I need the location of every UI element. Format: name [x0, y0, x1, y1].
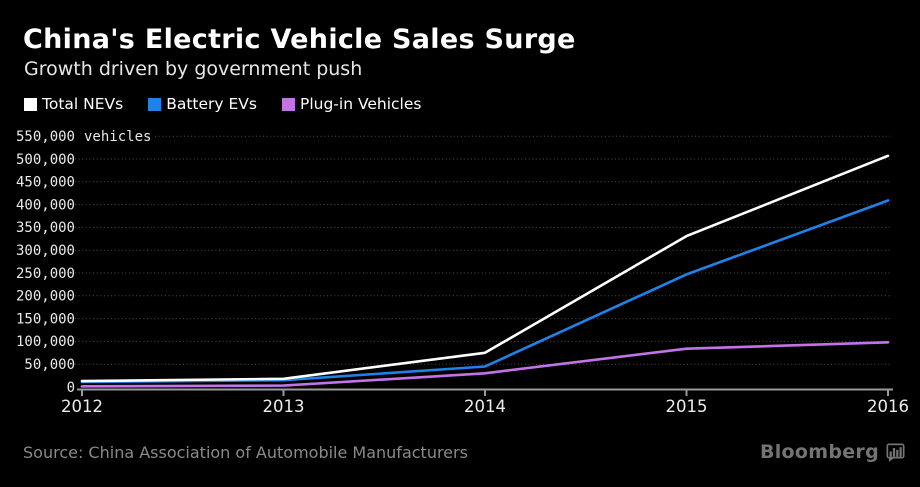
source-text: Source: China Association of Automobile … [23, 443, 468, 462]
legend-item-battery-evs: Battery EVs [148, 94, 257, 114]
y-axis-tick-label: 250,000 [16, 266, 75, 282]
legend-item-plug-in-vehicles: Plug-in Vehicles [281, 94, 422, 114]
y-axis-tick-label: 0 [67, 380, 75, 396]
legend-label: Total NEVs [42, 95, 124, 113]
x-axis-tick-label: 2014 [464, 397, 506, 416]
x-axis-tick-label: 2013 [263, 397, 305, 416]
legend-swatch [24, 97, 37, 111]
bloomberg-wordmark: Bloomberg [759, 441, 879, 463]
y-axis-tick-label: 50,000 [24, 357, 75, 373]
x-axis-tick-label: 2015 [666, 397, 708, 416]
y-axis-tick-label: 100,000 [16, 334, 75, 350]
y-axis-tick-label: 450,000 [16, 175, 75, 191]
bloomberg-logo: Bloomberg [760, 441, 905, 463]
y-axis-tick-label: 550,000 [16, 129, 75, 145]
bloomberg-terminal-icon [886, 443, 905, 462]
y-axis-tick-label: 350,000 [16, 220, 75, 236]
y-axis-tick-label: 200,000 [16, 289, 75, 305]
series-line-total-nevs [80, 154, 890, 383]
series-line-plug-in-vehicles [80, 340, 890, 388]
chart-title: China's Electric Vehicle Sales Surge [23, 24, 576, 55]
legend-item-total-nevs: Total NEVs [24, 94, 123, 114]
x-axis-tick-label: 2012 [61, 397, 103, 416]
chart-subtitle: Growth driven by government push [24, 58, 363, 80]
x-axis-tick-label: 2016 [867, 397, 909, 416]
legend-label: Battery EVs [166, 95, 257, 113]
y-axis-tick-label: 150,000 [16, 311, 75, 327]
legend-swatch [281, 97, 295, 111]
legend-swatch [148, 97, 162, 111]
y-axis-unit-label: vehicles [84, 129, 151, 145]
y-axis-tick-label: 400,000 [16, 197, 75, 213]
y-axis-tick-label: 500,000 [16, 152, 75, 168]
legend-label: Plug-in Vehicles [299, 95, 422, 113]
y-axis-tick-label: 300,000 [16, 243, 75, 259]
legend: Total NEVs Battery EVs Plug-in Vehicles [24, 94, 421, 114]
